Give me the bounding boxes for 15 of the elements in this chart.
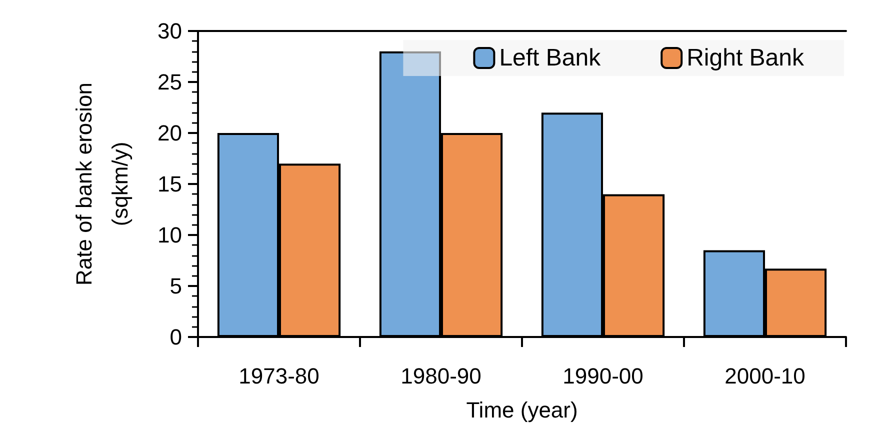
- x-tick-label: 2000-10: [724, 364, 806, 388]
- y-tick-label: 15: [158, 172, 182, 196]
- x-tick-label: 1973-80: [238, 364, 320, 388]
- legend-label: Left Bank: [499, 44, 602, 72]
- y-tick-label: 5: [170, 274, 182, 298]
- y-axis-title: Rate of bank erosion (sqkm/y): [72, 82, 132, 286]
- y-tick-label: 25: [158, 70, 182, 94]
- x-tick-label: 1990-00: [562, 364, 644, 388]
- y-tick-label: 20: [158, 120, 182, 146]
- x-axis-title: Time (year): [466, 398, 578, 422]
- legend-label: Right Bank: [686, 44, 805, 72]
- y-tick-label: 30: [158, 18, 182, 44]
- x-tick-label: 1980-90: [400, 364, 482, 388]
- y-tick-label: 10: [158, 222, 182, 248]
- y-tick-label: 0: [170, 324, 182, 350]
